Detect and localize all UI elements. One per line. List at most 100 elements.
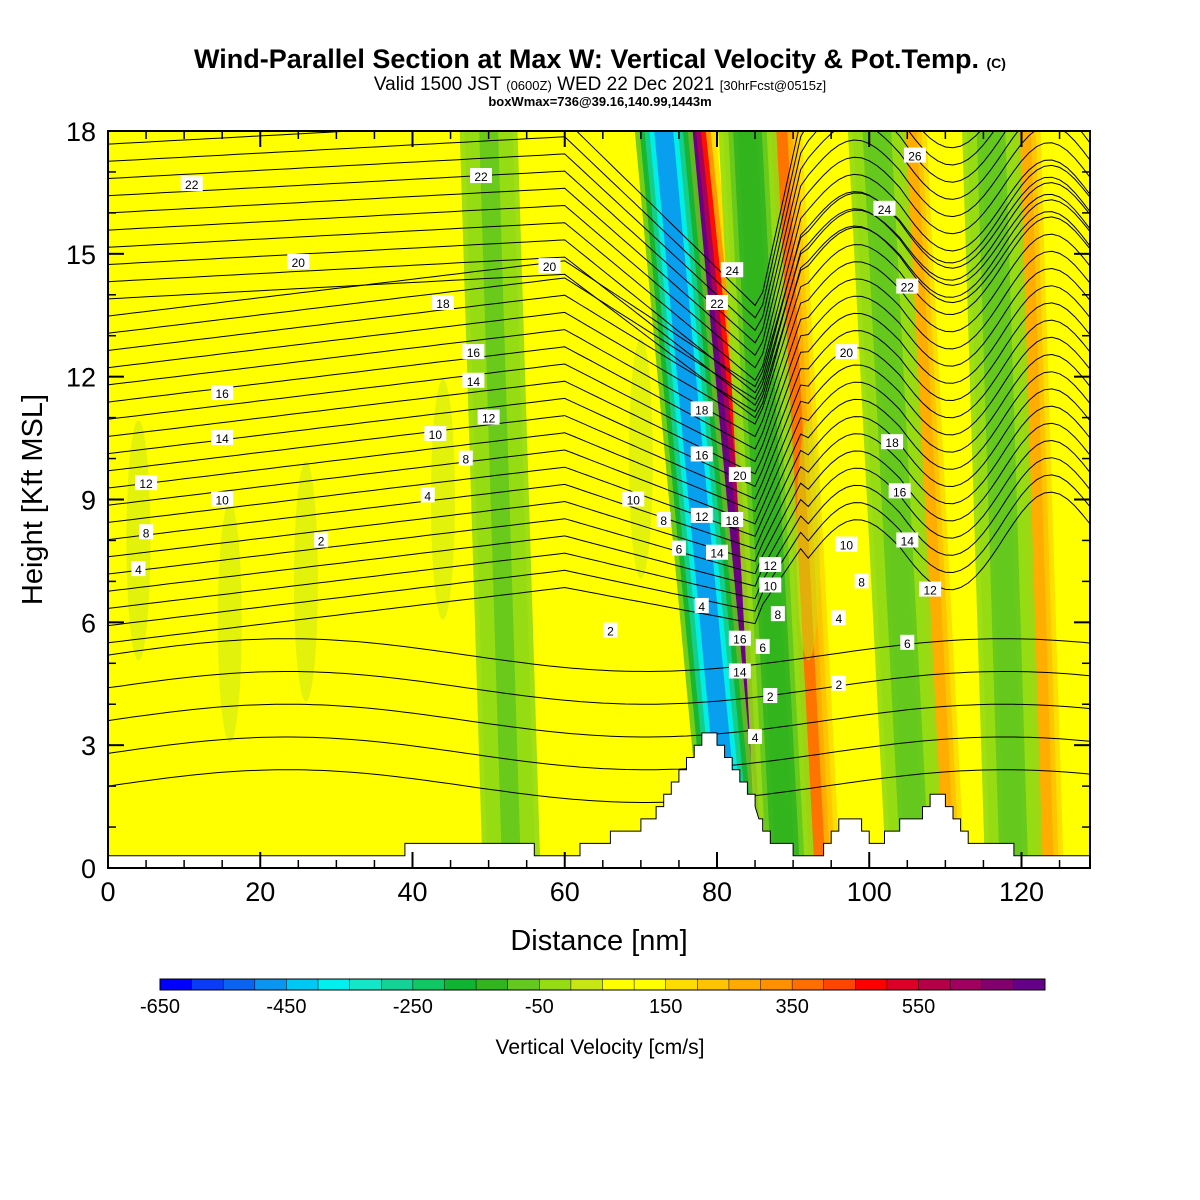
colorbar-tick-label: -250 bbox=[393, 996, 433, 1018]
isentrope-label: 26 bbox=[903, 147, 926, 164]
isentrope-label-text: 4 bbox=[698, 600, 705, 614]
isentrope-label: 20 bbox=[835, 344, 858, 360]
isentrope-label-bg bbox=[728, 630, 751, 646]
isentrope-label: 2 bbox=[763, 688, 778, 704]
colorbar-tick-label: -450 bbox=[266, 996, 306, 1018]
isentrope-line bbox=[108, 353, 1090, 525]
isentrope-line bbox=[108, 211, 1090, 419]
isentrope-line bbox=[108, 131, 981, 307]
isentrope-label-text: 8 bbox=[143, 526, 150, 540]
isentrope-label-bg bbox=[135, 475, 158, 491]
isentrope-line bbox=[108, 131, 995, 319]
x-tick-label: 120 bbox=[999, 877, 1044, 907]
isentrope-label-bg bbox=[462, 372, 485, 388]
x-tick-label: 0 bbox=[100, 877, 115, 907]
x-tick-label: 20 bbox=[245, 877, 275, 907]
weak-downdraft-patch bbox=[293, 461, 318, 702]
isentrope-label-bg bbox=[881, 434, 904, 450]
isentrope-label-text: 6 bbox=[676, 543, 683, 557]
isentrope-label-text: 12 bbox=[482, 412, 496, 426]
colorbar-tick-label: 550 bbox=[902, 996, 935, 1018]
isentrope-label: 4 bbox=[748, 728, 763, 745]
isentrope-label-text: 18 bbox=[436, 297, 450, 311]
valid-utc: (0600Z) bbox=[506, 78, 552, 93]
isentrope-label-bg bbox=[728, 663, 751, 679]
isentrope-label-text: 14 bbox=[901, 534, 915, 548]
valid-time: Valid 1500 JST (0600Z) WED 22 Dec 2021 [… bbox=[0, 74, 1200, 96]
weak-downdraft-patch bbox=[126, 420, 151, 661]
isentrope-label-text: 22 bbox=[185, 178, 199, 192]
isentrope-label: 18 bbox=[431, 294, 454, 311]
colorbar-swatch bbox=[823, 979, 856, 990]
isentrope-label: 10 bbox=[622, 491, 645, 508]
isentrope-line bbox=[108, 193, 1090, 406]
isentrope-line bbox=[108, 285, 1090, 475]
isentrope-label: 4 bbox=[831, 610, 846, 626]
y-tick-label: 3 bbox=[81, 731, 96, 761]
isentrope-label-bg bbox=[770, 606, 785, 622]
x-tick-label: 40 bbox=[397, 877, 427, 907]
isentrope-label-text: 12 bbox=[764, 559, 778, 573]
isentrope-line bbox=[108, 405, 1090, 562]
isentrope-line bbox=[108, 422, 1090, 575]
isentrope-label-bg bbox=[211, 430, 234, 446]
isentrope-line bbox=[108, 233, 1090, 438]
isentrope-label: 12 bbox=[477, 409, 500, 426]
y-tick-label: 15 bbox=[66, 240, 96, 270]
isentrope-label: 2 bbox=[314, 532, 329, 548]
isentrope-label: 16 bbox=[888, 483, 911, 499]
y-tick-label: 18 bbox=[66, 117, 96, 147]
title-text: Wind-Parallel Section at Max W: Vertical… bbox=[194, 44, 979, 74]
isentrope-label: 4 bbox=[420, 487, 435, 503]
isentrope-label-text: 12 bbox=[695, 510, 709, 524]
isentrope-label-bg bbox=[603, 622, 618, 638]
isentrope-label-text: 4 bbox=[424, 489, 431, 503]
isentrope-label: 14 bbox=[728, 663, 751, 679]
isentrope-label-text: 16 bbox=[216, 387, 230, 401]
isentrope-label-bg bbox=[759, 577, 782, 593]
isentrope-label-text: 18 bbox=[885, 436, 899, 450]
isentrope-label: 22 bbox=[180, 176, 203, 192]
isentrope-label-bg bbox=[458, 450, 473, 466]
isentrope-line bbox=[108, 142, 1090, 369]
box-info: boxWmax=736@39.16,140.99,1443m bbox=[488, 94, 712, 109]
isentrope-line bbox=[108, 439, 1090, 592]
isentrope-label-text: 6 bbox=[759, 641, 766, 655]
isentrope-label: 10 bbox=[835, 536, 858, 553]
isentrope-label-bg bbox=[835, 344, 858, 360]
colorbar: -650 -450 -250 -50 150 350 550 bbox=[140, 978, 1046, 1018]
isentrope-label: 22 bbox=[896, 278, 919, 295]
isentrope-label-text: 2 bbox=[835, 678, 842, 692]
isentrope-label-bg bbox=[538, 258, 561, 274]
colorbar-swatch bbox=[665, 979, 698, 990]
colorbar-swatch bbox=[539, 979, 572, 990]
isentrope-label-bg bbox=[470, 168, 493, 184]
isentrope-line bbox=[108, 199, 1090, 413]
x-tick-label: 80 bbox=[702, 877, 732, 907]
colorbar-swatch bbox=[476, 979, 509, 990]
isentrope-line bbox=[108, 474, 1090, 627]
isentrope-label-bg bbox=[831, 610, 846, 626]
isentrope-label-text: 14 bbox=[467, 375, 481, 389]
isentrope-line bbox=[108, 131, 1007, 332]
isentrope-label: 24 bbox=[721, 262, 744, 278]
weak-downdraft-patch bbox=[217, 502, 242, 743]
isentrope-label: 12 bbox=[135, 475, 158, 491]
isentrope-label: 14 bbox=[705, 544, 728, 561]
isentrope-label-bg bbox=[900, 634, 915, 650]
isentrope-label-text: 14 bbox=[710, 547, 724, 561]
isentrope-label: 6 bbox=[671, 540, 686, 557]
isentrope-label-bg bbox=[831, 675, 846, 691]
isentrope-label: 18 bbox=[721, 511, 744, 528]
isentrope-line bbox=[108, 491, 1090, 644]
isentrope-label: 12 bbox=[759, 557, 782, 573]
y-tick-label: 12 bbox=[66, 363, 96, 393]
terrain bbox=[107, 732, 1091, 869]
isentrope-label-text: 16 bbox=[893, 485, 907, 499]
forecast-info: [30hrFcst@0515z] bbox=[719, 78, 827, 93]
isentrope-label: 14 bbox=[211, 430, 234, 446]
isentrope-label-text: 6 bbox=[904, 637, 911, 651]
isentrope-line bbox=[108, 336, 1090, 512]
isentrope-label-bg bbox=[721, 511, 744, 527]
isentrope-label-bg bbox=[896, 278, 919, 294]
